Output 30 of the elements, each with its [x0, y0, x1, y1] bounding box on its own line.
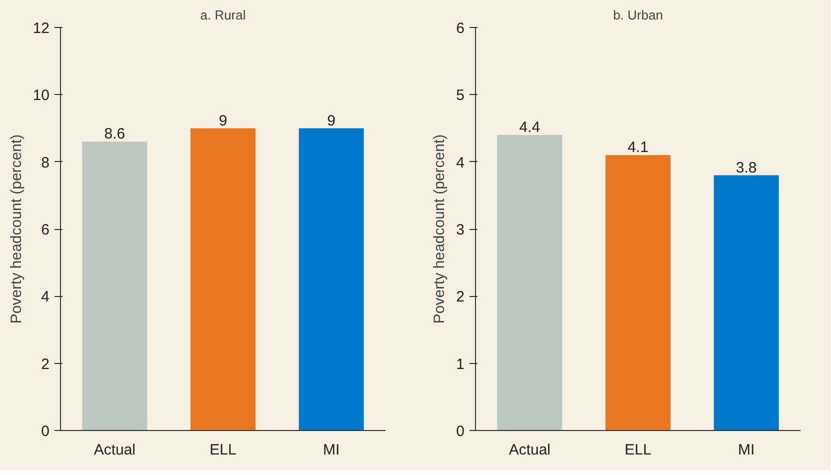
- y-tick-label: 10: [32, 87, 50, 104]
- chart-title: b. Urban: [613, 8, 663, 22]
- y-tick-label: 8: [41, 154, 50, 172]
- x-tick-label: Actual: [508, 442, 551, 458]
- x-tick-label: Actual: [94, 442, 136, 458]
- y-tick-label: 4: [456, 154, 464, 172]
- chart-title: a. Rural: [200, 8, 246, 22]
- y-tick-label: 6: [456, 20, 464, 37]
- data-label: 9: [327, 112, 336, 130]
- data-label: 9: [218, 112, 228, 130]
- y-tick-label: 3: [456, 222, 464, 238]
- data-label: 3.8: [736, 159, 757, 176]
- y-tick-label: 0: [456, 423, 464, 440]
- y-tick-label: 6: [41, 222, 50, 238]
- x-tick-label: MI: [738, 442, 755, 458]
- x-tick-label: ELL: [210, 442, 236, 458]
- y-tick-label: 0: [41, 423, 50, 440]
- y-tick-label: 2: [456, 288, 464, 306]
- x-tick-label: ELL: [624, 442, 652, 458]
- data-label: 4.4: [519, 118, 540, 136]
- y-axis-title: Poverty headcount (percent): [8, 134, 25, 324]
- data-label: 8.6: [104, 126, 126, 143]
- y-tick-label: 12: [32, 20, 50, 37]
- y-axis-title: Poverty headcount (percent): [431, 134, 448, 324]
- data-label: 4.1: [628, 139, 648, 156]
- y-tick-label: 5: [456, 87, 464, 104]
- y-tick-label: 1: [456, 356, 464, 373]
- y-tick-label: 2: [41, 356, 50, 373]
- x-tick-label: MI: [323, 442, 340, 458]
- y-tick-label: 4: [41, 288, 50, 306]
